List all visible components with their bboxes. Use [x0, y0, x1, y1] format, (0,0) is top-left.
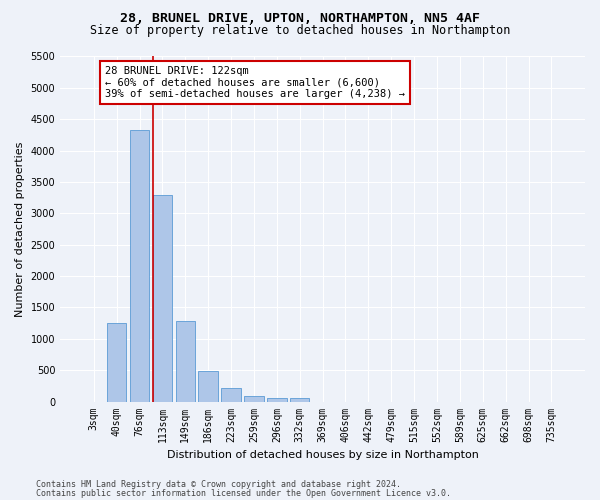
- Bar: [130, 130, 149, 402]
- Bar: [152, 194, 172, 402]
- Text: Contains HM Land Registry data © Crown copyright and database right 2024.: Contains HM Land Registry data © Crown c…: [36, 480, 401, 489]
- Text: 28 BRUNEL DRIVE: 122sqm
← 60% of detached houses are smaller (6,600)
39% of semi: 28 BRUNEL DRIVE: 122sqm ← 60% of detache…: [105, 66, 405, 99]
- Text: Contains public sector information licensed under the Open Government Licence v3: Contains public sector information licen…: [36, 488, 451, 498]
- Bar: [244, 396, 263, 402]
- Bar: [267, 398, 287, 402]
- Bar: [107, 322, 127, 402]
- Bar: [199, 371, 218, 402]
- Y-axis label: Number of detached properties: Number of detached properties: [15, 142, 25, 316]
- Bar: [290, 398, 310, 402]
- X-axis label: Distribution of detached houses by size in Northampton: Distribution of detached houses by size …: [167, 450, 479, 460]
- Bar: [221, 388, 241, 402]
- Bar: [176, 322, 195, 402]
- Text: 28, BRUNEL DRIVE, UPTON, NORTHAMPTON, NN5 4AF: 28, BRUNEL DRIVE, UPTON, NORTHAMPTON, NN…: [120, 12, 480, 26]
- Text: Size of property relative to detached houses in Northampton: Size of property relative to detached ho…: [90, 24, 510, 37]
